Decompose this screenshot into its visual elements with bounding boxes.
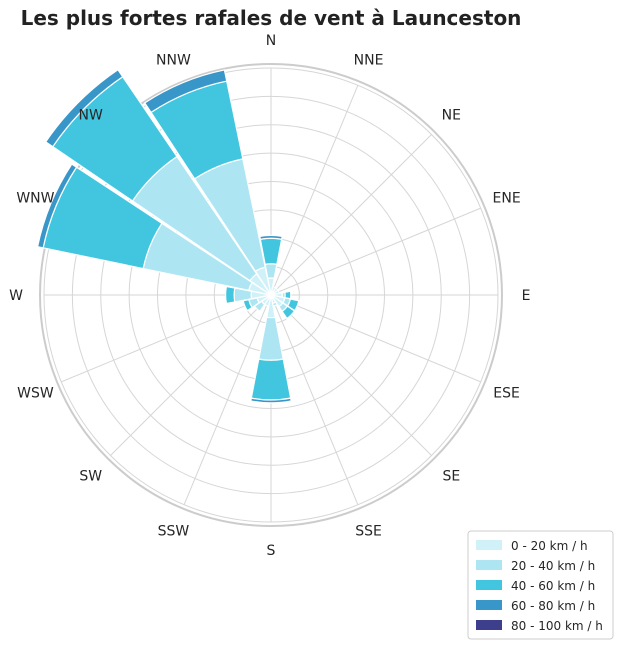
direction-label-ne: NE bbox=[442, 108, 461, 124]
outer-frame bbox=[39, 63, 503, 527]
direction-label-ssw: SSW bbox=[158, 524, 190, 540]
direction-label-ese: ESE bbox=[493, 386, 520, 402]
grid-spoke-ne bbox=[270, 134, 432, 296]
legend-label-4: 60 - 80 km / h bbox=[511, 599, 595, 613]
chart-title: Les plus fortes rafales de vent à Launce… bbox=[21, 6, 522, 30]
grid-spoke-sw bbox=[110, 294, 272, 456]
direction-label-wsw: WSW bbox=[17, 386, 54, 402]
direction-label-w: W bbox=[9, 288, 23, 304]
grid-spoke-ssw bbox=[183, 294, 272, 505]
grid-spoke-nne bbox=[270, 85, 359, 296]
legend-swatch-4 bbox=[476, 600, 502, 610]
bar-nnw-series-4 bbox=[143, 69, 228, 114]
legend-swatch-1 bbox=[476, 540, 502, 550]
bar-n-series-4 bbox=[259, 234, 283, 240]
legend-swatch-2 bbox=[476, 560, 502, 570]
legend-swatch-3 bbox=[476, 580, 502, 590]
bar-se-series-3 bbox=[281, 305, 296, 320]
bar-s-series-2 bbox=[258, 316, 284, 361]
bar-s-series-4 bbox=[250, 397, 292, 404]
direction-label-e: E bbox=[522, 288, 531, 304]
direction-label-nw: NW bbox=[79, 108, 103, 124]
legend: 0 - 20 km / h 20 - 40 km / h 40 - 60 km / … bbox=[467, 530, 614, 640]
bar-s-series-3 bbox=[250, 358, 292, 401]
wind-bars bbox=[36, 68, 300, 404]
bar-wnw-series-4 bbox=[36, 163, 78, 249]
bar-nw-series-4 bbox=[44, 68, 124, 148]
legend-label-5: 80 - 100 km / h bbox=[511, 619, 603, 633]
direction-label-ene: ENE bbox=[493, 190, 521, 206]
grid-spoke-se bbox=[270, 294, 432, 456]
legend-label-3: 40 - 60 km / h bbox=[511, 579, 595, 593]
direction-label-nnw: NNW bbox=[156, 52, 191, 68]
direction-label-n: N bbox=[266, 33, 276, 49]
grid-spoke-ene bbox=[270, 207, 481, 296]
grid-spoke-ese bbox=[270, 294, 481, 383]
direction-label-sw: SW bbox=[79, 468, 102, 484]
legend-label-2: 20 - 40 km / h bbox=[511, 559, 595, 573]
direction-labels: N NNE NE ENE E ESE SE SSE S SSW SW WSW W WNW NW NNW bbox=[9, 33, 530, 559]
grid-spoke-wsw bbox=[61, 294, 272, 383]
direction-label-wnw: WNW bbox=[16, 190, 54, 206]
direction-label-s: S bbox=[267, 543, 276, 559]
direction-label-se: SE bbox=[442, 468, 460, 484]
bar-w-series-3 bbox=[225, 285, 236, 305]
grid-spoke-sse bbox=[270, 294, 359, 505]
direction-label-sse: SSE bbox=[355, 524, 382, 540]
legend-label-1: 0 - 20 km / h bbox=[511, 539, 588, 553]
direction-label-nne: NNE bbox=[354, 52, 384, 68]
legend-swatch-5 bbox=[476, 620, 502, 630]
legend-box bbox=[467, 530, 614, 640]
